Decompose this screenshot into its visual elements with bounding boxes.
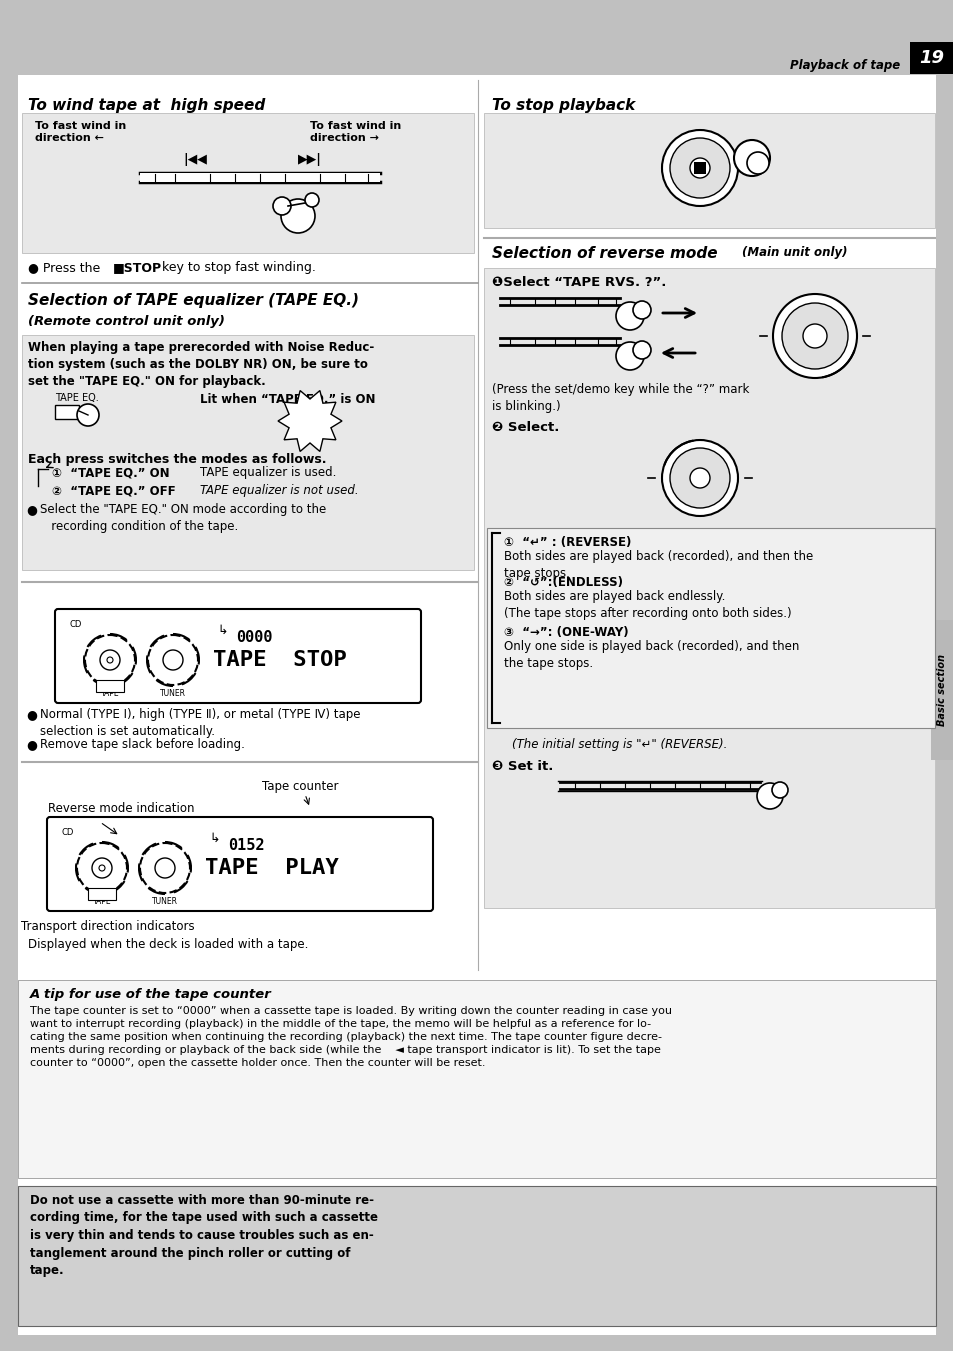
Circle shape bbox=[669, 449, 729, 508]
Text: 19: 19 bbox=[919, 49, 943, 68]
Bar bbox=[22, 113, 474, 253]
Text: Displayed when the deck is loaded with a tape.: Displayed when the deck is loaded with a… bbox=[28, 938, 308, 951]
Bar bbox=[483, 267, 934, 908]
Text: (Main unit only): (Main unit only) bbox=[741, 246, 846, 259]
Text: ②  “TAPE EQ.” OFF: ② “TAPE EQ.” OFF bbox=[52, 484, 175, 497]
Text: To stop playback: To stop playback bbox=[492, 99, 635, 113]
Text: (Press the set/demo key while the “?” mark
is blinking.): (Press the set/demo key while the “?” ma… bbox=[492, 382, 749, 413]
Circle shape bbox=[661, 440, 738, 516]
Text: TAPE: TAPE bbox=[92, 897, 112, 907]
Text: Playback of tape: Playback of tape bbox=[789, 59, 899, 73]
Text: ❶Select “TAPE RVS. ?”.: ❶Select “TAPE RVS. ?”. bbox=[492, 276, 666, 289]
Bar bbox=[909, 42, 953, 74]
Text: TAPE equalizer is not used.: TAPE equalizer is not used. bbox=[200, 484, 358, 497]
Circle shape bbox=[273, 197, 291, 215]
Circle shape bbox=[746, 153, 768, 174]
Text: TAPE  PLAY: TAPE PLAY bbox=[205, 858, 338, 878]
Text: TAPE: TAPE bbox=[101, 689, 119, 698]
Text: A tip for use of the tape counter: A tip for use of the tape counter bbox=[30, 988, 272, 1001]
Circle shape bbox=[689, 467, 709, 488]
Circle shape bbox=[77, 404, 99, 426]
Text: To fast wind in
direction →: To fast wind in direction → bbox=[310, 122, 401, 143]
Text: CD: CD bbox=[70, 620, 82, 630]
Text: Both sides are played back endlessly.
(The tape stops after recording onto both : Both sides are played back endlessly. (T… bbox=[503, 590, 791, 620]
Circle shape bbox=[772, 295, 856, 378]
Text: Transport direction indicators: Transport direction indicators bbox=[21, 920, 194, 934]
Bar bbox=[96, 680, 124, 692]
Text: ● Press the: ● Press the bbox=[28, 261, 104, 274]
Text: TAPE equalizer is used.: TAPE equalizer is used. bbox=[200, 466, 336, 480]
Text: To wind tape at  high speed: To wind tape at high speed bbox=[28, 99, 265, 113]
Circle shape bbox=[669, 138, 729, 199]
Text: Do not use a cassette with more than 90-minute re-
cording time, for the tape us: Do not use a cassette with more than 90-… bbox=[30, 1194, 377, 1277]
Circle shape bbox=[616, 342, 643, 370]
Text: key to stop fast winding.: key to stop fast winding. bbox=[158, 261, 315, 274]
Circle shape bbox=[305, 193, 318, 207]
Circle shape bbox=[633, 301, 650, 319]
Text: |◀◀: |◀◀ bbox=[183, 153, 207, 166]
Circle shape bbox=[771, 782, 787, 798]
Circle shape bbox=[733, 141, 769, 176]
Text: ①  “↵” : (REVERSE): ① “↵” : (REVERSE) bbox=[503, 536, 631, 549]
Text: TUNER: TUNER bbox=[152, 897, 178, 907]
Bar bbox=[55, 405, 79, 419]
Text: TAPE  STOP: TAPE STOP bbox=[213, 650, 346, 670]
Text: TAPE EQ.: TAPE EQ. bbox=[55, 393, 99, 403]
Text: Reverse mode indication: Reverse mode indication bbox=[48, 802, 194, 815]
Circle shape bbox=[633, 340, 650, 359]
Text: Remove tape slack before loading.: Remove tape slack before loading. bbox=[40, 738, 245, 751]
Bar bbox=[22, 335, 474, 570]
Circle shape bbox=[802, 324, 826, 349]
FancyBboxPatch shape bbox=[47, 817, 433, 911]
Text: ❷ Select.: ❷ Select. bbox=[492, 422, 558, 434]
Circle shape bbox=[616, 303, 643, 330]
Text: (The initial setting is "↵" (REVERSE).: (The initial setting is "↵" (REVERSE). bbox=[512, 738, 726, 751]
Text: Both sides are played back (recorded), and then the
tape stops.: Both sides are played back (recorded), a… bbox=[503, 550, 812, 580]
Text: Tape counter: Tape counter bbox=[261, 780, 338, 793]
Bar bbox=[693, 162, 705, 174]
Text: Lit when “TAPE EQ.” is ON: Lit when “TAPE EQ.” is ON bbox=[200, 393, 375, 407]
Circle shape bbox=[661, 130, 738, 205]
Text: The tape counter is set to “0000” when a cassette tape is loaded. By writing dow: The tape counter is set to “0000” when a… bbox=[30, 1006, 671, 1069]
Text: Selection of reverse mode: Selection of reverse mode bbox=[492, 246, 717, 261]
Text: To fast wind in
direction ←: To fast wind in direction ← bbox=[35, 122, 126, 143]
Bar bbox=[483, 113, 934, 228]
Text: Select the "TAPE EQ." ON mode according to the
   recording condition of the tap: Select the "TAPE EQ." ON mode according … bbox=[40, 503, 326, 534]
Text: ■STOP: ■STOP bbox=[112, 261, 162, 274]
Text: When playing a tape prerecorded with Noise Reduc-
tion system (such as the DOLBY: When playing a tape prerecorded with Noi… bbox=[28, 340, 374, 388]
Text: Only one side is played back (recorded), and then
the tape stops.: Only one side is played back (recorded),… bbox=[503, 640, 799, 670]
Bar bbox=[140, 173, 379, 182]
Bar bbox=[18, 1186, 935, 1325]
Text: Basic section: Basic section bbox=[936, 654, 946, 725]
Circle shape bbox=[281, 199, 314, 232]
Text: ②  “↺”:(ENDLESS): ② “↺”:(ENDLESS) bbox=[503, 576, 622, 589]
Text: 0152: 0152 bbox=[228, 838, 264, 852]
Circle shape bbox=[757, 784, 782, 809]
FancyBboxPatch shape bbox=[55, 609, 420, 703]
Text: ↳: ↳ bbox=[217, 624, 228, 638]
Text: TUNER: TUNER bbox=[160, 689, 186, 698]
Text: Each press switches the modes as follows.: Each press switches the modes as follows… bbox=[28, 453, 326, 466]
Text: ↳: ↳ bbox=[210, 832, 220, 844]
Bar bbox=[930, 620, 953, 761]
Text: ▶▶|: ▶▶| bbox=[297, 153, 321, 166]
Circle shape bbox=[689, 158, 709, 178]
Text: ●: ● bbox=[26, 503, 37, 516]
Polygon shape bbox=[277, 390, 341, 451]
Text: CD: CD bbox=[62, 828, 74, 838]
Bar bbox=[88, 888, 116, 900]
Bar bbox=[18, 979, 935, 1178]
Text: Selection of TAPE equalizer (TAPE EQ.): Selection of TAPE equalizer (TAPE EQ.) bbox=[28, 293, 358, 308]
Text: ❸ Set it.: ❸ Set it. bbox=[492, 761, 553, 773]
Text: 0000: 0000 bbox=[235, 630, 273, 644]
Text: (Remote control unit only): (Remote control unit only) bbox=[28, 315, 225, 328]
Text: Normal (TYPE Ⅰ), high (TYPE Ⅱ), or metal (TYPE Ⅳ) tape
selection is set automati: Normal (TYPE Ⅰ), high (TYPE Ⅱ), or metal… bbox=[40, 708, 360, 738]
Text: ③  “→”: (ONE-WAY): ③ “→”: (ONE-WAY) bbox=[503, 626, 628, 639]
Text: ●: ● bbox=[26, 738, 37, 751]
Bar bbox=[0, 0, 953, 76]
Text: ①  “TAPE EQ.” ON: ① “TAPE EQ.” ON bbox=[52, 466, 170, 480]
Text: ●: ● bbox=[26, 708, 37, 721]
Bar bbox=[486, 528, 934, 728]
Circle shape bbox=[781, 303, 847, 369]
